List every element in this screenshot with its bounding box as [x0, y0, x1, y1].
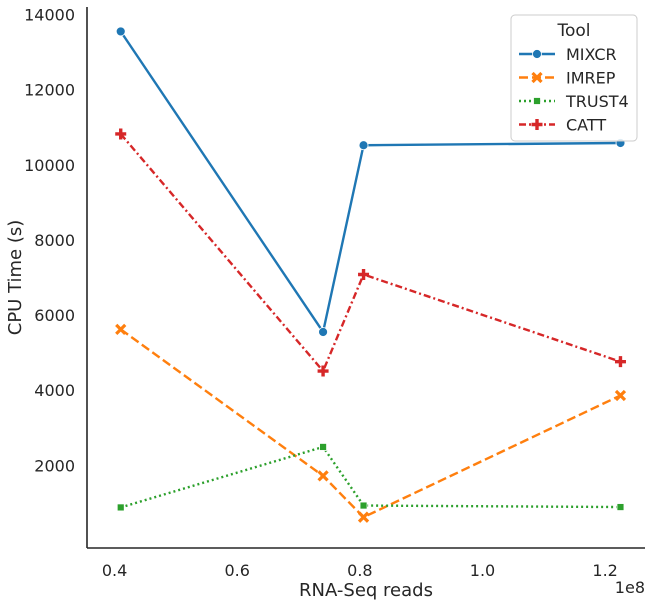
series-catt: [115, 128, 626, 377]
legend-marker: [533, 97, 541, 105]
legend: Tool MIXCR IMREP TRUST4 CATT: [510, 14, 638, 142]
legend-frame: [510, 14, 638, 142]
data-point: [318, 327, 328, 337]
y-tick-label: 6000: [34, 306, 75, 325]
legend-label: TRUST4: [565, 92, 629, 111]
series-line: [119, 30, 621, 334]
data-point: [115, 128, 127, 140]
data-point: [614, 356, 626, 368]
legend-marker: [531, 119, 543, 130]
legend-item-trust4: TRUST4: [519, 92, 629, 111]
data-point: [359, 501, 368, 510]
y-tick-label: 4000: [34, 381, 75, 400]
axes: 2000 4000 6000 8000 10000 12000 14000 0.4 0.6 0.8…: [5, 6, 645, 601]
data-point: [358, 268, 370, 280]
x-tick-label: 1.0: [470, 561, 495, 580]
x-axis-label: RNA-Seq reads: [299, 580, 433, 601]
data-point: [115, 323, 127, 335]
y-tick-label: 8000: [34, 231, 75, 250]
series-imrep: [115, 323, 627, 523]
data-point: [317, 470, 329, 482]
y-tick-label: 10000: [24, 156, 75, 175]
legend-label: MIXCR: [566, 45, 617, 64]
data-point: [358, 140, 369, 151]
x-tick-label: 1.2: [592, 561, 617, 580]
legend-item-mixcr: MIXCR: [519, 45, 617, 64]
series-line: [119, 133, 621, 373]
series-trust4: [116, 443, 625, 512]
legend-item-catt: CATT: [519, 116, 606, 135]
legend-label: IMREP: [566, 69, 616, 88]
y-tick-label: 2000: [34, 456, 75, 475]
legend-title: Tool: [556, 21, 590, 41]
data-point: [319, 443, 327, 451]
data-point: [616, 503, 625, 511]
data-point: [115, 26, 126, 37]
y-axis-label: CPU Time (s): [5, 220, 26, 336]
legend-item-imrep: IMREP: [519, 69, 616, 88]
y-tick-label: 12000: [24, 81, 75, 100]
x-tick-label: 0.4: [102, 561, 127, 580]
x-tick-label: 0.8: [347, 561, 372, 580]
legend-marker: [531, 71, 543, 84]
x-offset-label: 1e8: [615, 578, 645, 597]
legend-marker: [532, 49, 542, 59]
x-tick-label: 0.6: [225, 561, 250, 580]
data-point: [614, 389, 627, 402]
y-tick-label: 14000: [24, 6, 75, 25]
legend-label: CATT: [566, 116, 606, 135]
series-line: [120, 328, 621, 519]
series-line: [120, 445, 621, 509]
data-point: [357, 511, 370, 523]
data-point: [317, 365, 329, 377]
data-point: [116, 503, 125, 512]
